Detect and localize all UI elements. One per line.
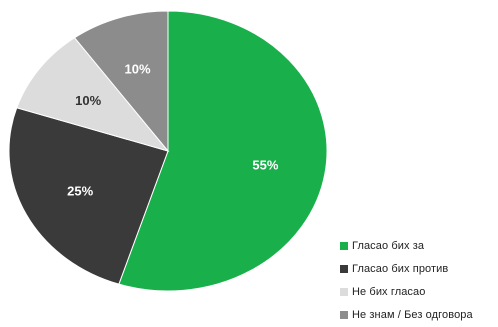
pie-slice-would-not-vote <box>16 37 170 152</box>
chart-legend: Гласао бих за Гласао бих против Не бих г… <box>340 238 473 323</box>
data-label-would-not-vote: 10% <box>75 93 101 108</box>
pie-slice-dont-know <box>73 10 169 153</box>
legend-item-dont-know: Не знам / Без одговора <box>340 307 473 323</box>
legend-item-for: Гласао бих за <box>340 238 473 254</box>
pie-slice-for <box>118 10 328 292</box>
legend-label-for: Гласао бих за <box>352 240 425 252</box>
legend-swatch-dont-know <box>340 311 348 319</box>
legend-swatch-against <box>340 265 348 273</box>
legend-swatch-for <box>340 242 348 250</box>
legend-item-against: Гласао бих против <box>340 261 473 277</box>
data-label-dont-know: 10% <box>124 61 150 76</box>
legend-label-dont-know: Не знам / Без одговора <box>352 309 473 321</box>
legend-swatch-would-not-vote <box>340 288 348 296</box>
data-label-against: 25% <box>67 183 93 198</box>
pie-slice-against <box>8 107 169 285</box>
data-label-for: 55% <box>252 158 278 173</box>
legend-label-would-not-vote: Не бих гласао <box>352 286 426 298</box>
legend-item-would-not-vote: Не бих гласао <box>340 284 473 300</box>
legend-label-against: Гласао бих против <box>352 263 449 275</box>
